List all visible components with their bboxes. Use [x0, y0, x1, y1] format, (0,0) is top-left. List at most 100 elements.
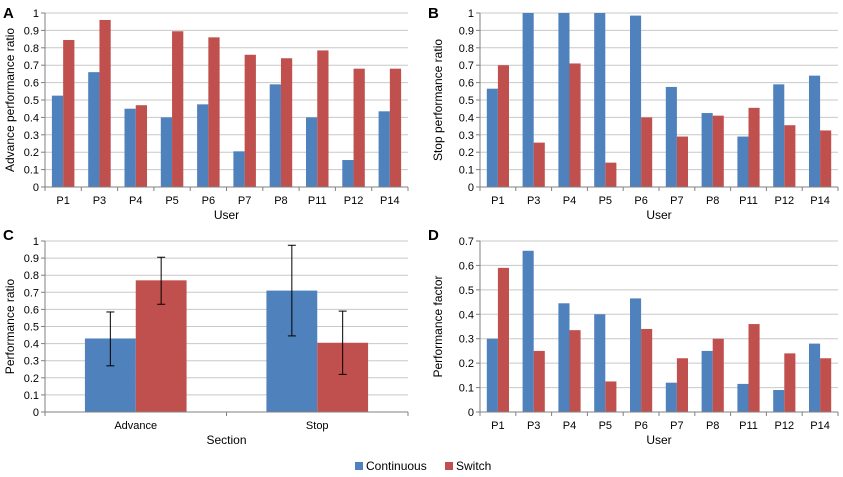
x-tick-label-a-p1: P1 — [56, 195, 69, 207]
bar-a-switch-p14 — [389, 68, 402, 187]
bar-a-switch-p4 — [135, 105, 148, 187]
bar-a-continuous-p1 — [51, 95, 64, 187]
bar-d-switch-p14 — [820, 358, 832, 412]
x-tick-label-a-p12: P12 — [344, 195, 364, 207]
x-tick-label-d-p14: P14 — [810, 420, 830, 432]
bar-b-switch-p5 — [605, 162, 617, 187]
y-tick-label-a: 0 — [33, 182, 39, 194]
bar-b-continuous-p1 — [486, 88, 498, 187]
bar-b-continuous-p3 — [522, 13, 534, 187]
x-tick-label-d-p12: P12 — [775, 420, 795, 432]
bar-d-switch-p12 — [784, 353, 796, 412]
bar-d-continuous-p3 — [522, 250, 534, 412]
y-tick-label-c: 0.7 — [24, 287, 39, 299]
legend-label-switch: Switch — [456, 459, 492, 473]
y-tick-label-b: 0.3 — [459, 130, 474, 142]
panel-letter-c: C — [3, 227, 14, 244]
x-tick-label-d-p4: P4 — [563, 420, 576, 432]
x-tick-label-b-p5: P5 — [599, 195, 612, 207]
y-axis-title-d: Performance factor — [431, 275, 445, 377]
y-tick-label-c: 0.6 — [24, 304, 39, 316]
y-tick-label-c: 0.4 — [24, 339, 39, 351]
bar-b-switch-p11 — [748, 107, 760, 187]
bar-b-continuous-p4 — [558, 13, 570, 187]
legend-label-continuous: Continuous — [366, 459, 427, 473]
panel-c: C 0 0.1 0.2 0.3 0.4 0.5 0.6 0.7 0.8 0.9 1 Advance Sto… — [3, 227, 409, 447]
y-tick-label-c: 1 — [33, 236, 39, 248]
y-tick-label-a: 0.5 — [24, 95, 39, 107]
y-tick-label-d: 0.6 — [459, 260, 474, 272]
bar-b-continuous-p7 — [665, 86, 677, 187]
bar-b-switch-p7 — [676, 136, 688, 187]
legend-swatch-continuous — [355, 462, 363, 470]
y-tick-label-c: 0.1 — [24, 390, 39, 402]
y-tick-label-b: 0.8 — [459, 43, 474, 55]
bar-d-switch-p3 — [533, 350, 545, 412]
x-axis-title-c: Section — [206, 433, 246, 447]
bar-d-continuous-p1 — [486, 338, 498, 412]
x-tick-label-a-p6: P6 — [202, 195, 215, 207]
y-tick-label-c: 0.2 — [24, 373, 39, 385]
y-tick-label-c: 0.8 — [24, 270, 39, 282]
x-tick-label-b-p7: P7 — [670, 195, 683, 207]
panel-letter-b: B — [428, 5, 439, 22]
bar-d-switch-p6 — [641, 328, 653, 412]
y-tick-label-a: 0.1 — [24, 165, 39, 177]
bar-a-switch-p12 — [353, 68, 365, 187]
y-axis-title-a: Advance performance ratio — [3, 28, 17, 172]
x-tick-label-d-p5: P5 — [599, 420, 612, 432]
bar-a-switch-p8 — [280, 58, 293, 187]
bar-a-continuous-p12 — [342, 160, 354, 187]
bar-b-switch-p14 — [820, 130, 832, 187]
y-tick-label-b: 0.4 — [459, 112, 474, 124]
bar-a-switch-p5 — [172, 31, 184, 187]
bar-b-switch-p6 — [641, 117, 653, 187]
y-tick-label-d: 0.7 — [459, 236, 474, 248]
x-tick-label-d-p1: P1 — [491, 420, 504, 432]
bar-a-continuous-p14 — [378, 111, 390, 187]
x-tick-label-d-p7: P7 — [670, 420, 683, 432]
x-tick-label-b-p8: P8 — [706, 195, 719, 207]
panel-letter-d: D — [428, 227, 439, 244]
x-tick-label-c-stop: Stop — [306, 420, 329, 432]
y-tick-label-b: 0.2 — [459, 147, 474, 159]
bar-b-continuous-p14 — [809, 75, 821, 187]
x-tick-label-c-advance: Advance — [114, 420, 157, 432]
x-tick-label-b-p11: P11 — [739, 195, 758, 207]
y-tick-label-b: 0.1 — [459, 165, 474, 177]
x-tick-label-a-p4: P4 — [129, 195, 142, 207]
bar-a-switch-p11 — [317, 50, 329, 187]
y-tick-label-d: 0.3 — [459, 334, 474, 346]
bar-d-continuous-p11 — [737, 383, 749, 412]
bar-b-continuous-p8 — [701, 113, 713, 187]
x-tick-label-b-p12: P12 — [775, 195, 795, 207]
bar-b-switch-p4 — [569, 63, 581, 187]
y-tick-label-a: 0.7 — [24, 60, 39, 72]
y-tick-label-c: 0.5 — [24, 322, 39, 334]
y-tick-label-a: 0.3 — [24, 130, 39, 142]
x-axis-title-b: User — [646, 208, 671, 222]
y-axis-title-b: Stop performance ratio — [431, 39, 445, 161]
bar-d-switch-p1 — [497, 267, 509, 412]
y-tick-label-a: 0.8 — [24, 43, 39, 55]
bar-a-continuous-p6 — [197, 104, 209, 187]
legend-swatch-switch — [445, 462, 453, 470]
y-tick-label-c: 0.9 — [24, 253, 39, 265]
y-tick-label-c: 0.3 — [24, 356, 39, 368]
x-tick-label-a-p11: P11 — [308, 195, 327, 207]
bar-b-continuous-p12 — [773, 84, 785, 187]
bar-d-continuous-p14 — [809, 343, 821, 412]
bar-b-switch-p12 — [784, 125, 796, 187]
y-tick-label-d: 0.2 — [459, 358, 474, 370]
y-tick-label-d: 0.4 — [459, 309, 474, 321]
x-tick-label-b-p4: P4 — [563, 195, 576, 207]
x-tick-label-d-p11: P11 — [739, 420, 758, 432]
x-axis-title-d: User — [646, 433, 671, 447]
bar-a-switch-p1 — [63, 39, 75, 187]
bar-d-continuous-p7 — [665, 382, 677, 412]
bar-d-switch-p4 — [569, 330, 581, 412]
y-tick-label-b: 0.6 — [459, 78, 474, 90]
bar-a-continuous-p8 — [269, 84, 281, 187]
y-tick-label-b: 1 — [468, 8, 474, 20]
